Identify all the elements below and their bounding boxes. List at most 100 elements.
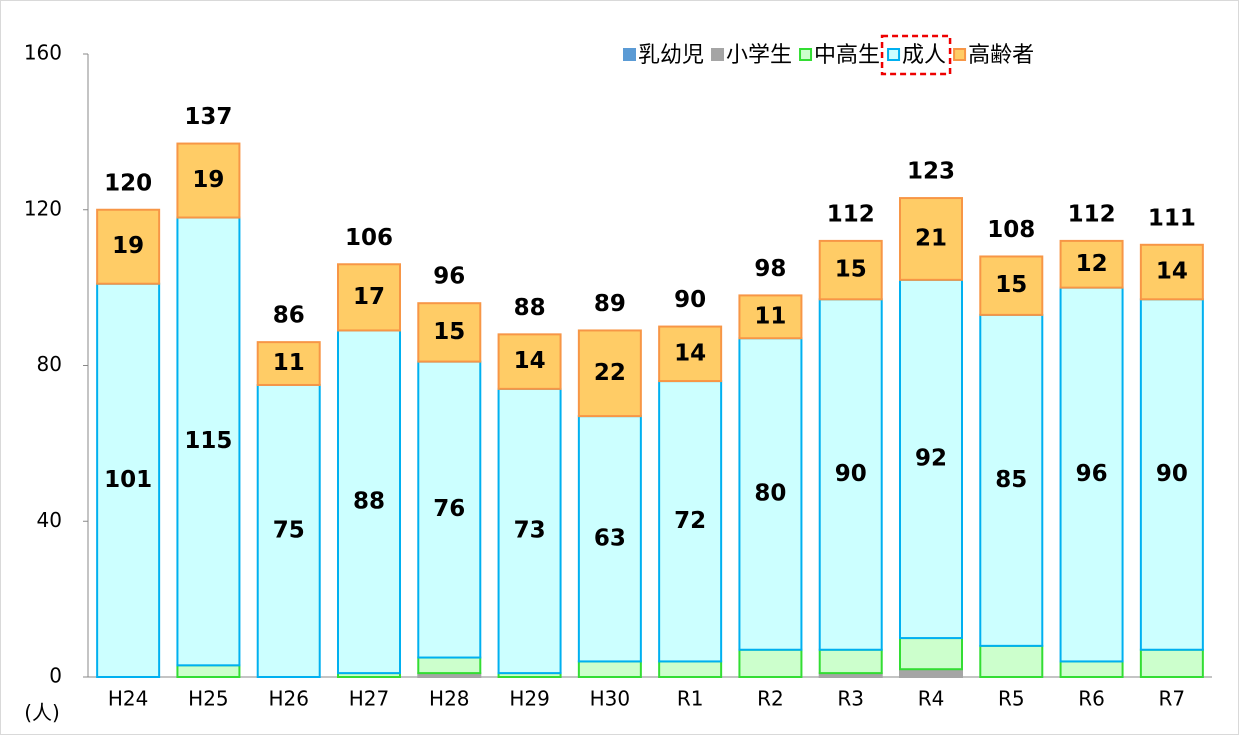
bar-segment — [979, 644, 1044, 678]
bar-segment — [818, 648, 883, 675]
bar-segment — [577, 415, 642, 663]
data-label: 72 — [674, 508, 706, 534]
legend-swatch — [799, 48, 813, 61]
total-label: 106 — [345, 225, 393, 251]
x-tick-label: R1 — [677, 687, 704, 711]
data-label: 90 — [835, 461, 867, 487]
data-label: 19 — [192, 167, 224, 193]
bar-segment — [979, 255, 1044, 316]
x-tick-label: H24 — [108, 687, 149, 711]
bar-segment — [417, 302, 482, 363]
bar-segment — [417, 656, 482, 675]
legend-swatch — [887, 48, 901, 61]
data-label: 96 — [1076, 461, 1108, 487]
bar-segment — [497, 387, 562, 675]
data-label: 15 — [433, 319, 465, 345]
bar-segment — [497, 333, 562, 390]
data-label: 85 — [995, 467, 1027, 493]
data-label: 92 — [915, 445, 947, 471]
data-label: 22 — [594, 360, 626, 386]
data-label: 21 — [915, 225, 947, 251]
bar-segment — [658, 380, 723, 663]
bar-segment — [96, 282, 161, 678]
total-label: 120 — [104, 170, 152, 196]
total-label: 89 — [594, 291, 626, 317]
bar-segment — [738, 294, 803, 340]
total-label: 108 — [987, 217, 1035, 243]
bar-segment — [1139, 243, 1204, 301]
bar-segment — [256, 341, 321, 386]
data-label: 19 — [112, 233, 144, 259]
data-label: 73 — [514, 517, 546, 543]
x-tick-label: H28 — [429, 687, 470, 711]
legend-label: 中高生 — [814, 43, 880, 68]
data-label: 11 — [273, 350, 305, 376]
legend-swatch — [711, 48, 725, 61]
bar-segment — [1059, 239, 1124, 289]
legend-label: 小学生 — [726, 43, 792, 68]
x-tick-label: H30 — [590, 687, 631, 711]
data-label: 101 — [104, 467, 152, 493]
total-label: 112 — [827, 201, 875, 227]
bar-segment — [899, 668, 963, 679]
bar-segment — [899, 278, 963, 640]
total-label: 88 — [514, 295, 546, 321]
bar-segment — [1059, 660, 1124, 678]
y-tick-label: 160 — [24, 41, 62, 65]
bar-segment — [1139, 648, 1204, 679]
bar-segment — [176, 142, 241, 219]
bar-segment — [658, 325, 723, 383]
legend-label: 乳幼児 — [638, 43, 704, 68]
x-tick-label: H25 — [188, 687, 229, 711]
y-tick-label: 80 — [37, 352, 62, 376]
x-tick-label: R4 — [918, 687, 945, 711]
total-label: 112 — [1068, 201, 1116, 227]
bar-segment — [899, 197, 963, 281]
x-tick-label: R3 — [837, 687, 864, 711]
y-tick-label: 40 — [37, 508, 62, 532]
total-label: 111 — [1148, 205, 1196, 231]
data-label: 14 — [1156, 259, 1188, 285]
x-tick-label: R2 — [757, 687, 784, 711]
bar-segment — [818, 239, 883, 301]
total-label: 137 — [184, 104, 232, 130]
bar-segment — [577, 660, 642, 678]
data-label: 14 — [674, 340, 706, 366]
legend-swatch — [623, 48, 636, 61]
bar-segment — [658, 660, 723, 678]
data-label: 88 — [353, 488, 385, 514]
total-label: 98 — [754, 256, 786, 282]
data-label: 115 — [184, 428, 232, 454]
legend-highlight — [880, 34, 952, 76]
x-tick-label: H27 — [349, 687, 390, 711]
data-label: 15 — [835, 257, 867, 283]
legend-label: 高齢者 — [968, 43, 1034, 68]
bar-segment — [1139, 298, 1204, 651]
x-tick-label: H29 — [509, 687, 550, 711]
data-label: 75 — [273, 517, 305, 543]
bar-segment — [818, 298, 883, 651]
bar-segment — [96, 208, 161, 285]
data-label: 76 — [433, 496, 465, 522]
bar-segment — [337, 329, 401, 675]
bar-segment — [176, 216, 241, 667]
bar-segment — [1059, 286, 1124, 663]
bar-segment — [577, 329, 642, 418]
bar-segment — [176, 664, 241, 678]
total-label: 96 — [433, 264, 465, 290]
data-label: 14 — [514, 348, 546, 374]
total-label: 90 — [674, 287, 706, 313]
bar-segment — [417, 360, 482, 659]
data-label: 63 — [594, 525, 626, 551]
bar-segment — [979, 313, 1044, 647]
y-tick-label: 120 — [24, 196, 62, 220]
bar-segment — [337, 263, 401, 332]
x-tick-label: R7 — [1159, 687, 1186, 711]
x-tick-label: R6 — [1078, 687, 1105, 711]
legend-label: 成人 — [902, 43, 946, 68]
total-label: 86 — [273, 303, 305, 329]
bar-segment — [738, 648, 803, 679]
data-label: 11 — [754, 303, 786, 329]
data-label: 17 — [353, 284, 385, 310]
